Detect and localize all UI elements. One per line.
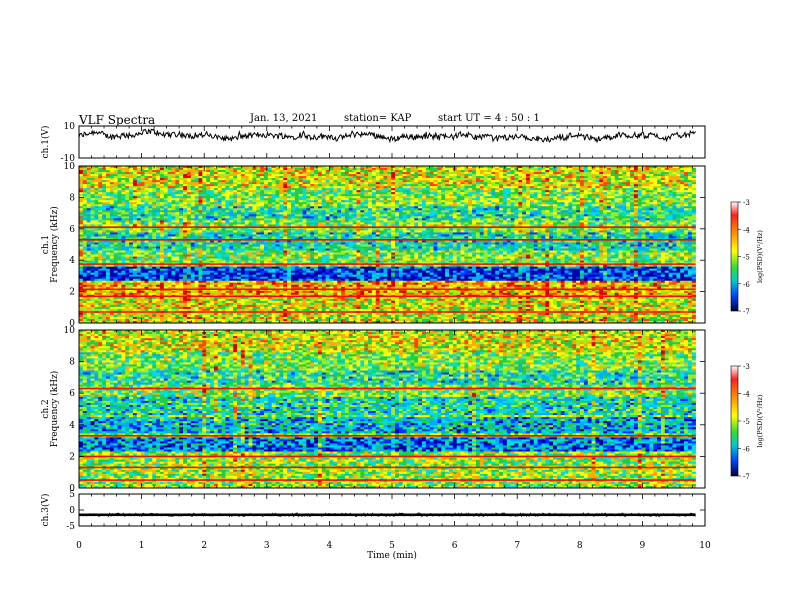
x-axis-label: Time (min) [367, 550, 417, 561]
y-tick-label: -10 [61, 154, 76, 164]
y-tick-label: -5 [66, 522, 75, 532]
colorbar-tick-label: -5 [743, 254, 750, 262]
x-tick-label: 10 [699, 541, 711, 551]
x-tick-label: 7 [514, 541, 520, 551]
waveform-line [78, 128, 696, 144]
x-tick-label: 5 [389, 541, 395, 551]
y-tick-label: 10 [64, 326, 76, 336]
y-axis-label: Frequency (kHz) [49, 206, 60, 283]
y-tick-label: 5 [69, 490, 75, 500]
x-tick-label: 0 [76, 541, 82, 551]
y-tick-label: 10 [64, 162, 76, 172]
x-tick-label: 2 [201, 541, 207, 551]
x-tick-label: 8 [577, 541, 583, 551]
y-tick-label: 2 [69, 452, 75, 462]
y-tick-label: 0 [69, 506, 75, 516]
y-axis-label: ch.3(V) [40, 494, 51, 527]
colorbar-label: log(PSD)(V²/Hz) [756, 394, 764, 447]
y-tick-label: 0 [69, 484, 75, 494]
ch3-waveform: 5 0 -5 ch.3(V) [40, 490, 706, 532]
x-tick-label: 6 [452, 541, 458, 551]
spectrogram-cells [79, 330, 696, 489]
ch1-waveform: 10 -10 ch.1(V) [40, 122, 706, 164]
colorbar-tick-label: -3 [743, 363, 750, 371]
y-tick-label: 8 [69, 358, 75, 368]
x-tick-label: 3 [264, 541, 270, 551]
colorbar-tick-label: -4 [743, 391, 750, 399]
x-tick-label: 4 [327, 541, 333, 551]
station-label: station= KAP [344, 113, 411, 124]
chart-title: VLF Spectra [79, 113, 155, 127]
waveform-line [78, 512, 696, 518]
colorbar-tick-label: -4 [743, 226, 750, 234]
colorbar-label: log(PSD)(V²/Hz) [756, 230, 764, 283]
colorbar-tick-label: -7 [743, 473, 750, 481]
colorbar-tick-label: -6 [743, 446, 750, 454]
colorbar-tick-label: -6 [743, 281, 750, 289]
y-tick-label: 0 [69, 319, 75, 329]
y-axis-label: Frequency (kHz) [49, 371, 60, 448]
start-time-label: start UT = 4 : 50 : 1 [438, 113, 540, 124]
y-tick-label: 6 [69, 225, 75, 235]
colorbar-tick-label: -3 [743, 199, 750, 207]
waveform-band [79, 513, 696, 517]
colorbar-tick-label: -7 [743, 308, 750, 316]
ch2-spectrogram: 0 2 4 6 8 10 ch.2 Frequency (kHz) -3 -4 -5 -6 -7 log(… [41, 326, 764, 494]
y-axis-label: ch.1 [41, 235, 51, 254]
y-tick-label: 10 [64, 122, 76, 132]
x-tick-label: 1 [139, 541, 145, 551]
y-tick-label: 4 [69, 421, 75, 431]
colorbar: -3 -4 -5 -6 -7 log(PSD)(V²/Hz) [730, 363, 764, 481]
date-label: Jan. 13, 2021 [250, 113, 317, 124]
y-axis-label: ch.2 [41, 399, 51, 418]
spectrogram-cells [79, 166, 696, 324]
y-tick-label: 8 [69, 193, 75, 203]
y-axis-label: ch.1(V) [40, 126, 51, 159]
x-tick-label: 9 [640, 541, 646, 551]
y-tick-label: 6 [69, 389, 75, 399]
ch1-spectrogram: 0 2 4 6 8 10 ch.1 Frequency (kHz) -3 -4 -5 -6 -7 log(… [41, 162, 764, 329]
colorbar-tick-label: -5 [743, 418, 750, 426]
y-tick-label: 2 [69, 288, 75, 298]
colorbar: -3 -4 -5 -6 -7 log(PSD)(V²/Hz) [730, 199, 764, 316]
y-tick-label: 4 [69, 256, 75, 266]
